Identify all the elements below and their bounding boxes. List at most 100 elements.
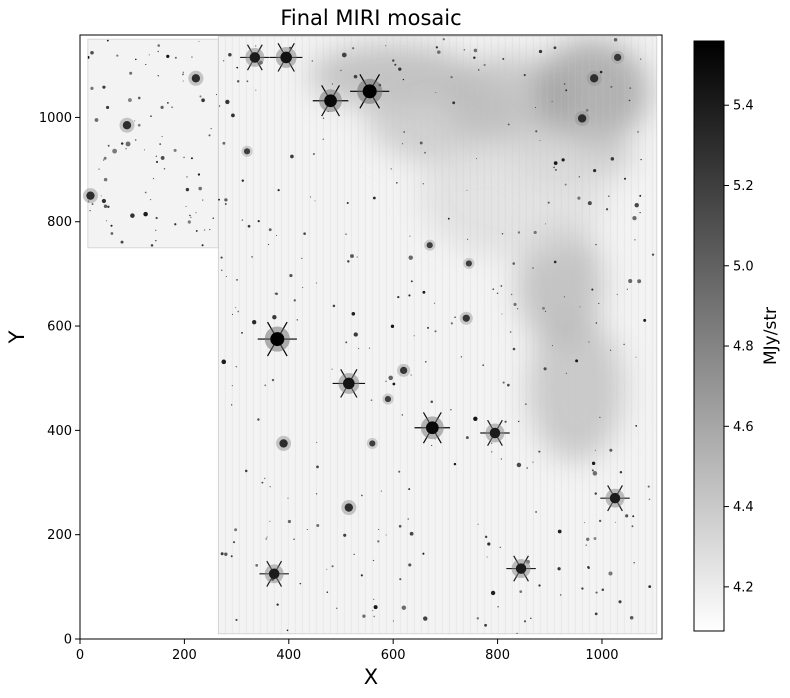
faint-source xyxy=(452,101,456,105)
faint-source xyxy=(398,470,401,473)
faint-source xyxy=(496,292,499,294)
faint-source xyxy=(517,231,521,234)
faint-source xyxy=(301,286,304,289)
bright-source xyxy=(332,369,366,398)
faint-source xyxy=(610,157,615,161)
faint-source xyxy=(241,331,243,334)
faint-source xyxy=(523,73,526,77)
faint-source xyxy=(343,533,347,537)
faint-source xyxy=(373,605,378,610)
faint-source xyxy=(628,279,633,284)
faint-source xyxy=(311,60,313,62)
faint-source xyxy=(346,201,349,205)
faint-source xyxy=(427,326,429,329)
faint-source xyxy=(331,565,334,568)
faint-source xyxy=(491,451,493,453)
faint-source xyxy=(401,414,404,416)
faint-source xyxy=(530,617,532,620)
faint-source xyxy=(613,37,618,42)
faint-source xyxy=(236,66,239,69)
bright-source xyxy=(119,117,135,133)
faint-source xyxy=(408,294,411,297)
faint-source xyxy=(345,233,347,235)
faint-source xyxy=(129,71,133,75)
faint-source xyxy=(557,529,562,534)
faint-source xyxy=(103,177,108,182)
faint-source xyxy=(544,310,547,312)
faint-source xyxy=(639,211,641,214)
bright-source xyxy=(257,321,297,357)
faint-source xyxy=(594,449,596,451)
faint-source xyxy=(517,308,519,310)
bright-source xyxy=(424,239,436,251)
faint-source xyxy=(388,375,393,381)
y-axis-label: Y xyxy=(5,330,29,344)
faint-source xyxy=(500,285,503,287)
faint-source xyxy=(422,552,425,555)
faint-source xyxy=(435,46,438,49)
faint-source xyxy=(264,384,267,387)
faint-source xyxy=(224,203,227,205)
faint-source xyxy=(385,534,387,536)
faint-source xyxy=(370,399,373,401)
faint-source xyxy=(450,409,452,411)
faint-source xyxy=(516,632,519,634)
faint-source xyxy=(293,538,295,541)
faint-source xyxy=(277,189,280,192)
faint-source xyxy=(618,600,622,604)
faint-source xyxy=(442,38,445,41)
faint-source xyxy=(174,223,177,226)
colorbar-tick-label: 5.0 xyxy=(733,259,754,274)
faint-source xyxy=(347,260,350,263)
faint-source xyxy=(148,54,150,56)
faint-source xyxy=(538,49,543,54)
faint-source xyxy=(351,311,356,316)
y-axis: 0 200 400 600 800 1000 xyxy=(39,111,80,648)
faint-source xyxy=(565,372,567,374)
colorbar-tick-label: 4.8 xyxy=(733,340,754,355)
faint-source xyxy=(643,318,647,322)
faint-source xyxy=(98,168,100,170)
x-tick-label: 200 xyxy=(172,648,197,663)
faint-source xyxy=(501,233,504,235)
faint-source xyxy=(633,562,635,564)
faint-source xyxy=(542,306,545,310)
faint-source xyxy=(599,416,601,419)
faint-source xyxy=(160,105,164,109)
faint-source xyxy=(640,158,642,161)
faint-source xyxy=(565,89,568,92)
faint-source xyxy=(275,292,278,296)
faint-source xyxy=(208,228,211,231)
faint-source xyxy=(255,89,257,91)
faint-source xyxy=(430,444,433,447)
faint-source xyxy=(224,198,228,202)
faint-source xyxy=(410,374,412,376)
faint-source xyxy=(101,198,107,204)
faint-source xyxy=(155,160,159,164)
faint-source xyxy=(90,86,94,91)
faint-source xyxy=(595,244,597,246)
faint-source xyxy=(516,462,522,468)
bright-source xyxy=(459,311,473,325)
faint-source xyxy=(299,582,302,585)
chart-title: Final MIRI mosaic xyxy=(280,6,461,30)
faint-source xyxy=(91,203,94,205)
faint-source xyxy=(212,217,215,220)
plot-frame xyxy=(79,34,663,640)
faint-source xyxy=(160,156,165,160)
faint-source xyxy=(130,213,135,218)
faint-source xyxy=(316,524,320,528)
faint-source xyxy=(135,58,137,61)
faint-source xyxy=(482,364,484,366)
faint-source xyxy=(648,585,652,588)
faint-source xyxy=(231,404,233,406)
faint-source xyxy=(519,590,523,593)
faint-source xyxy=(265,538,267,540)
faint-source xyxy=(535,510,538,513)
faint-source xyxy=(267,243,270,246)
faint-source xyxy=(639,194,642,197)
faint-source xyxy=(225,99,230,105)
faint-source xyxy=(234,528,238,532)
faint-source xyxy=(398,67,402,71)
faint-source xyxy=(231,384,234,387)
